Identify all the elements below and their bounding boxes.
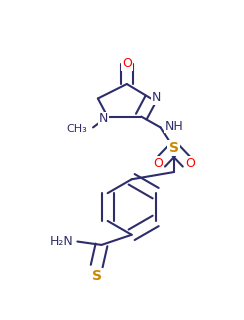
Text: H₂N: H₂N [49, 235, 73, 248]
Text: S: S [92, 268, 102, 283]
Text: NH: NH [165, 120, 184, 133]
Text: O: O [122, 58, 132, 70]
Text: N: N [99, 113, 109, 125]
Text: S: S [169, 141, 179, 155]
Text: N: N [152, 91, 161, 104]
Text: CH₃: CH₃ [66, 124, 87, 134]
Text: O: O [185, 157, 195, 170]
Text: O: O [153, 157, 163, 170]
